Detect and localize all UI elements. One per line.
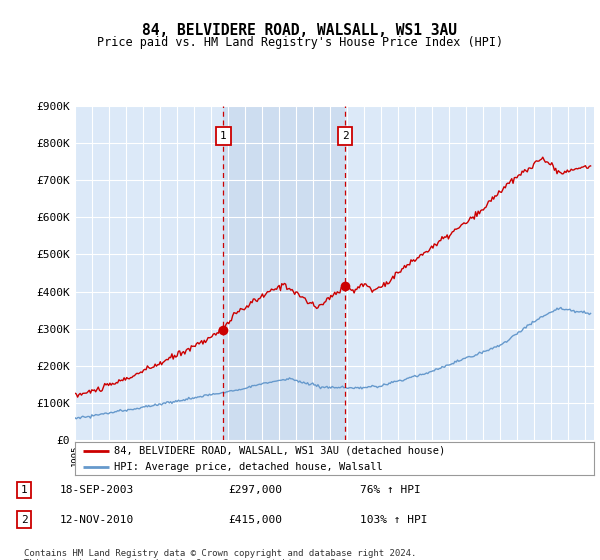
Text: Price paid vs. HM Land Registry's House Price Index (HPI): Price paid vs. HM Land Registry's House … [97,36,503,49]
Text: 1: 1 [220,131,227,141]
Text: 18-SEP-2003: 18-SEP-2003 [60,485,134,495]
Text: 76% ↑ HPI: 76% ↑ HPI [360,485,421,495]
Text: HPI: Average price, detached house, Walsall: HPI: Average price, detached house, Wals… [114,462,383,472]
Text: £415,000: £415,000 [228,515,282,525]
Text: 103% ↑ HPI: 103% ↑ HPI [360,515,427,525]
Text: 2: 2 [20,515,28,525]
Bar [223,106,345,440]
Text: 1: 1 [20,485,28,495]
Text: £297,000: £297,000 [228,485,282,495]
Text: 84, BELVIDERE ROAD, WALSALL, WS1 3AU (detached house): 84, BELVIDERE ROAD, WALSALL, WS1 3AU (de… [114,446,445,455]
Text: 12-NOV-2010: 12-NOV-2010 [60,515,134,525]
Text: Contains HM Land Registry data © Crown copyright and database right 2024.
This d: Contains HM Land Registry data © Crown c… [24,549,416,560]
Text: 2: 2 [341,131,349,141]
Text: 84, BELVIDERE ROAD, WALSALL, WS1 3AU: 84, BELVIDERE ROAD, WALSALL, WS1 3AU [143,24,458,38]
